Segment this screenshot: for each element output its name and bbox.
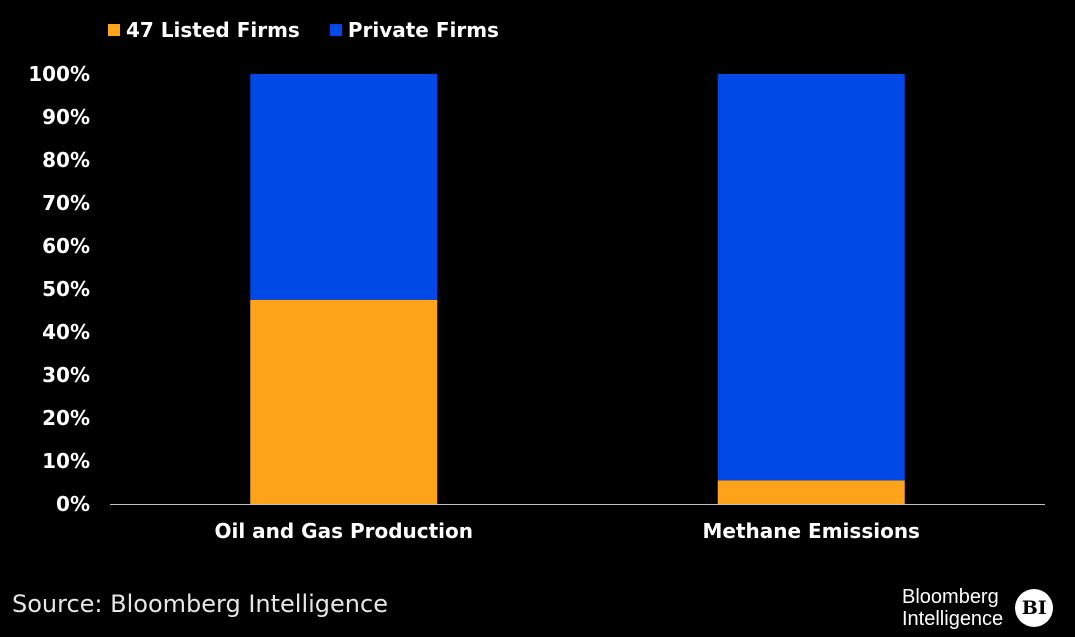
legend-label-listed: 47 Listed Firms: [126, 18, 300, 42]
bloomberg-intelligence-logo: Bloomberg Intelligence BI: [902, 586, 1054, 630]
legend-item-private: Private Firms: [329, 18, 499, 42]
y-tick-label: 30%: [42, 363, 90, 387]
y-tick-label: 40%: [42, 320, 90, 344]
x-category-label: Methane Emissions: [703, 519, 920, 543]
logo-text: Bloomberg Intelligence: [902, 586, 1003, 630]
bar-segment-listed: [717, 480, 905, 504]
legend-label-private: Private Firms: [347, 18, 499, 42]
bar-segment-private: [250, 74, 438, 300]
chart-legend: 47 Listed Firms Private Firms: [108, 18, 499, 42]
logo-line-1: Bloomberg: [902, 586, 999, 608]
y-tick-label: 60%: [42, 234, 90, 258]
logo-line-2: Intelligence: [902, 608, 1004, 630]
x-category-label: Oil and Gas Production: [214, 519, 473, 543]
y-tick-label: 70%: [42, 191, 90, 215]
source-note: Source: Bloomberg Intelligence: [12, 590, 388, 618]
legend-item-listed: 47 Listed Firms: [108, 18, 300, 42]
y-tick-label: 90%: [42, 105, 90, 129]
y-tick-label: 80%: [42, 148, 90, 172]
y-tick-label: 20%: [42, 406, 90, 430]
y-tick-label: 0%: [56, 492, 90, 516]
bar-segment-private: [717, 74, 905, 481]
y-tick-label: 100%: [28, 62, 90, 86]
legend-swatch-private: [329, 24, 342, 36]
bi-badge-icon: BI: [1015, 589, 1054, 627]
bar-segment-listed: [250, 299, 438, 504]
y-tick-label: 10%: [42, 449, 90, 473]
y-tick-label: 50%: [42, 277, 90, 301]
legend-swatch-listed: [108, 24, 120, 36]
